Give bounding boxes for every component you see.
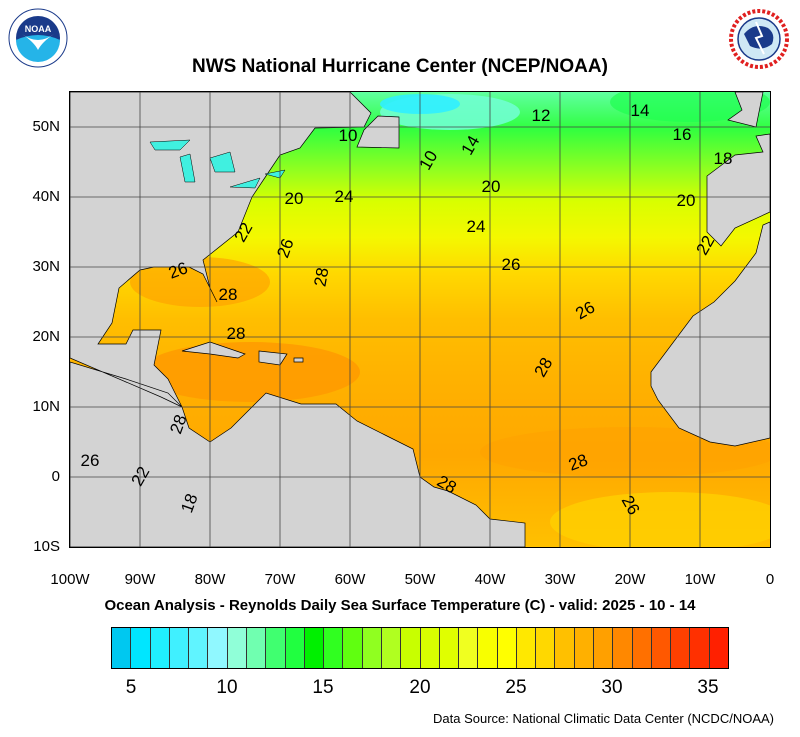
land-cuba — [181, 341, 246, 359]
colorbar-cell — [246, 628, 267, 668]
colorbar-cell — [690, 628, 710, 668]
colorbar-cell — [439, 628, 460, 668]
colorbar-cell — [343, 628, 363, 668]
colorbar-cell — [112, 628, 132, 668]
contour-label: 16 — [673, 125, 692, 144]
colorbar-label: 30 — [601, 677, 623, 698]
colorbar-cell — [266, 628, 286, 668]
lon-label: 60W — [334, 571, 366, 588]
lat-label: 0 — [51, 468, 60, 485]
colorbar-cell — [362, 628, 382, 668]
map-subtitle: Ocean Analysis - Reynolds Daily Sea Surf… — [104, 597, 696, 614]
colorbar-cell — [651, 628, 672, 668]
land-british-isles — [727, 92, 764, 128]
lon-label: 50W — [404, 571, 436, 588]
sst-map: 12 14 16 18 10 10 14 20 20 24 20 24 22 2… — [69, 91, 771, 548]
contour-label: 28 — [227, 324, 246, 343]
noaa-logo: NOAA — [8, 8, 68, 68]
colorbar-label: 25 — [505, 677, 527, 698]
land-europe — [706, 133, 770, 247]
colorbar-cell — [401, 628, 421, 668]
lat-label: 10S — [33, 538, 60, 555]
lat-label: 30N — [32, 258, 60, 275]
lon-label: 90W — [124, 571, 156, 588]
colorbar-cell — [420, 628, 440, 668]
colorbar-label: 20 — [409, 677, 431, 698]
lon-label: 20W — [614, 571, 646, 588]
colorbar-label: 15 — [312, 677, 334, 698]
colorbar-cell — [227, 628, 247, 668]
contour-label: 26 — [502, 255, 521, 274]
colorbar-cell — [169, 628, 190, 668]
colorbar-label: 10 — [216, 677, 238, 698]
colorbar-cell — [285, 628, 305, 668]
colorbar-cell — [131, 628, 151, 668]
lon-label: 70W — [264, 571, 296, 588]
lon-label: 100W — [50, 571, 90, 588]
land-africa — [650, 221, 770, 447]
contour-label: 20 — [482, 177, 501, 196]
contour-label: 18 — [714, 149, 733, 168]
colorbar-cell — [536, 628, 556, 668]
nws-logo — [729, 9, 789, 69]
lon-label: 0 — [765, 571, 775, 588]
colorbar-cell — [324, 628, 344, 668]
colorbar-cell — [671, 628, 691, 668]
contour-label: 20 — [677, 191, 696, 210]
contour-label: 26 — [81, 451, 100, 470]
contour-label: 28 — [219, 285, 238, 304]
colorbar-cell — [613, 628, 633, 668]
data-source: Data Source: National Climatic Data Cent… — [433, 711, 774, 726]
colorbar-cell — [459, 628, 479, 668]
contour-label: 28 — [310, 266, 332, 288]
colorbar-cell — [150, 628, 170, 668]
contour-label: 24 — [335, 187, 354, 206]
graticule — [70, 92, 770, 547]
lon-label: 30W — [544, 571, 576, 588]
lat-label: 50N — [32, 118, 60, 135]
lat-label: 40N — [32, 188, 60, 205]
contour-label: 14 — [631, 101, 650, 120]
colorbar-cell — [632, 628, 652, 668]
contour-label: 12 — [532, 106, 551, 125]
lon-label: 10W — [684, 571, 716, 588]
colorbar-cell — [381, 628, 402, 668]
colorbar-cell — [574, 628, 595, 668]
lat-label: 10N — [32, 398, 60, 415]
colorbar-cell — [208, 628, 228, 668]
svg-text:NOAA: NOAA — [25, 24, 52, 34]
colorbar-label: 35 — [697, 677, 719, 698]
land-newfoundland — [356, 115, 400, 149]
colorbar-cell — [497, 628, 517, 668]
colorbar-cell — [555, 628, 575, 668]
colorbar — [111, 627, 729, 669]
colorbar-cell — [594, 628, 614, 668]
colorbar-label: 5 — [125, 677, 137, 698]
page-title: NWS National Hurricane Center (NCEP/NOAA… — [192, 56, 608, 77]
lon-label: 80W — [194, 571, 226, 588]
colorbar-cell — [478, 628, 498, 668]
lon-label: 40W — [474, 571, 506, 588]
contour-label: 24 — [467, 217, 486, 236]
contour-label: 20 — [285, 189, 304, 208]
colorbar-cell — [304, 628, 325, 668]
colorbar-cell — [516, 628, 537, 668]
colorbar-cell — [709, 628, 728, 668]
land-puerto-rico — [293, 357, 304, 363]
contour-label: 10 — [339, 126, 358, 145]
lat-label: 20N — [32, 328, 60, 345]
colorbar-cell — [189, 628, 209, 668]
